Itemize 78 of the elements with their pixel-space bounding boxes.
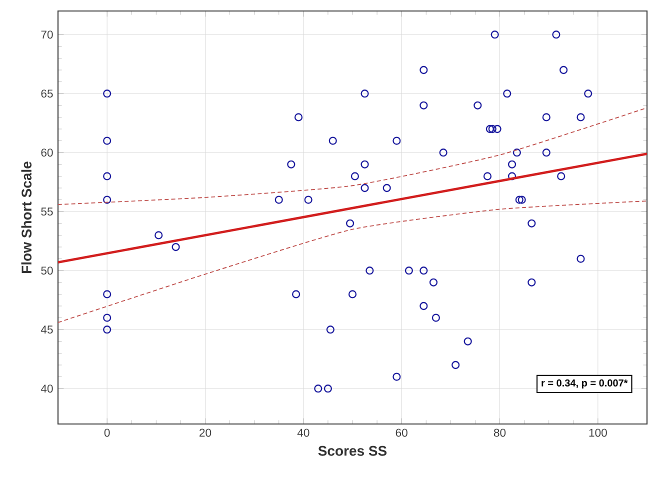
point xyxy=(584,90,592,98)
x-tick-label: 80 xyxy=(494,428,506,437)
point xyxy=(348,290,357,298)
point xyxy=(512,148,522,157)
point xyxy=(474,101,482,110)
point xyxy=(294,113,303,122)
x-tick-label: 40 xyxy=(297,428,310,437)
y-tick-label: 50 xyxy=(41,266,53,275)
x-tick-label: 60 xyxy=(396,428,408,437)
y-axis-title: Flow Short Scale xyxy=(21,162,32,273)
annotation: r = 0.34, p = 0.007* xyxy=(542,379,628,388)
point xyxy=(287,160,296,168)
point xyxy=(439,148,448,157)
point xyxy=(420,266,428,275)
point xyxy=(576,254,585,263)
point xyxy=(404,266,414,275)
point xyxy=(515,196,524,204)
y-tick-label: 70 xyxy=(41,30,53,39)
x-tick-label: 100 xyxy=(589,428,607,437)
point xyxy=(528,278,536,286)
y-tick-label: 40 xyxy=(40,384,53,393)
point xyxy=(560,66,568,74)
point xyxy=(420,66,428,74)
point xyxy=(154,231,163,240)
point xyxy=(328,136,337,145)
point xyxy=(490,30,499,39)
x-tick-label: 0 xyxy=(104,428,110,437)
point xyxy=(432,314,440,322)
y-tick-label: 55 xyxy=(41,208,53,216)
point xyxy=(304,196,312,204)
point xyxy=(542,148,550,157)
point xyxy=(420,302,428,310)
point xyxy=(483,172,492,180)
point xyxy=(350,172,360,180)
point xyxy=(172,242,180,252)
point xyxy=(360,90,369,98)
point xyxy=(324,384,332,393)
point xyxy=(103,136,112,145)
point xyxy=(103,172,112,180)
point xyxy=(542,113,550,122)
y-tick-label: 65 xyxy=(41,90,53,98)
y-tick-label: 45 xyxy=(40,326,53,334)
point xyxy=(103,326,112,334)
point xyxy=(552,30,560,39)
point xyxy=(464,337,472,346)
point xyxy=(382,184,391,192)
point xyxy=(326,326,334,334)
point xyxy=(103,290,112,298)
point xyxy=(392,136,401,145)
point xyxy=(420,101,428,110)
point xyxy=(557,172,566,180)
point xyxy=(103,90,112,98)
point xyxy=(576,113,585,122)
point xyxy=(314,384,322,393)
line-series xyxy=(58,200,648,323)
point xyxy=(452,360,460,370)
y-tick-label: 60 xyxy=(41,148,53,157)
point xyxy=(486,124,494,134)
point xyxy=(503,90,512,98)
line-series xyxy=(58,107,648,205)
point xyxy=(392,372,401,381)
point xyxy=(274,196,283,204)
x-axis-title: Scores SS xyxy=(318,446,387,456)
point xyxy=(360,160,369,168)
point xyxy=(360,184,369,192)
point xyxy=(508,172,516,180)
point xyxy=(518,196,526,204)
point xyxy=(493,124,502,134)
point xyxy=(366,266,374,275)
point xyxy=(528,219,536,228)
point xyxy=(346,219,354,228)
point xyxy=(488,124,496,134)
point xyxy=(429,278,438,286)
point xyxy=(103,314,112,322)
point xyxy=(292,290,300,298)
point xyxy=(103,196,112,204)
point xyxy=(508,160,516,168)
x-tick-label: 20 xyxy=(200,428,212,437)
